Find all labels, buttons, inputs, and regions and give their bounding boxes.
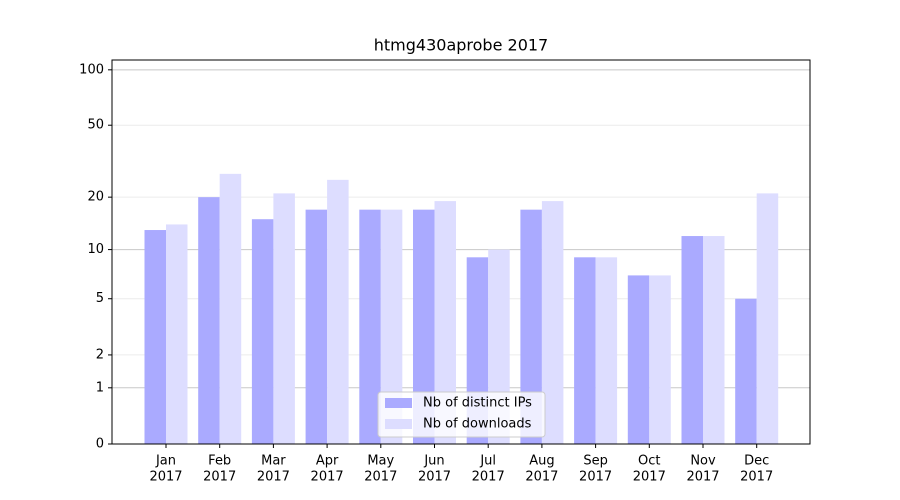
- x-tick-label: 2017: [257, 470, 290, 485]
- legend-swatch: [385, 398, 412, 408]
- bar: [574, 257, 596, 444]
- x-tick-label: May: [367, 454, 394, 469]
- x-tick-label: Apr: [316, 454, 339, 469]
- x-tick-label: Dec: [744, 454, 769, 469]
- y-tick-label: 2: [96, 347, 104, 362]
- bar: [649, 275, 671, 444]
- y-tick-label: 100: [79, 62, 104, 77]
- legend-label: Nb of distinct IPs: [423, 396, 532, 411]
- x-tick-label: 2017: [149, 470, 182, 485]
- bar: [166, 224, 188, 444]
- x-tick-label: 2017: [418, 470, 451, 485]
- x-tick-label: Sep: [583, 454, 608, 469]
- y-tick-label: 1: [96, 380, 104, 395]
- y-tick-label: 0: [96, 437, 104, 452]
- bar: [595, 257, 618, 444]
- x-tick-label: 2017: [579, 470, 612, 485]
- x-tick-label: Oct: [638, 454, 660, 469]
- x-tick-label: Jul: [479, 454, 496, 469]
- x-tick-label: 2017: [472, 470, 505, 485]
- x-tick-label: 2017: [311, 470, 344, 485]
- bar: [703, 236, 725, 444]
- x-tick-label: Mar: [261, 454, 286, 469]
- bar: [380, 209, 403, 444]
- bar: [359, 209, 381, 444]
- y-tick-label: 5: [96, 291, 104, 306]
- bar: [756, 193, 779, 444]
- legend-box: [377, 391, 546, 438]
- x-tick-label: 2017: [686, 470, 719, 485]
- legend-label: Nb of downloads: [423, 417, 532, 432]
- x-tick-label: 2017: [525, 470, 558, 485]
- bar: [541, 201, 564, 444]
- x-tick-label: 2017: [740, 470, 773, 485]
- x-tick-label: 2017: [364, 470, 397, 485]
- bar: [219, 173, 242, 444]
- x-tick-label: Feb: [208, 454, 231, 469]
- y-tick-label: 50: [87, 118, 104, 133]
- bar: [413, 209, 435, 444]
- y-tick-label: 10: [87, 242, 104, 257]
- bar: [520, 209, 542, 444]
- plot-frame: [111, 59, 811, 445]
- bar: [627, 275, 650, 444]
- x-tick-label: Jun: [423, 454, 444, 469]
- bar: [144, 230, 166, 444]
- x-tick-label: 2017: [633, 470, 666, 485]
- y-tick-label: 20: [87, 190, 104, 205]
- bar: [198, 197, 220, 444]
- x-tick-label: Jan: [155, 454, 176, 469]
- bar: [273, 193, 295, 444]
- bar: [681, 236, 703, 444]
- bar: [251, 219, 274, 444]
- x-tick-label: 2017: [203, 470, 236, 485]
- chart-title: htmg430aprobe 2017: [374, 36, 548, 55]
- bar: [434, 201, 456, 444]
- x-tick-label: Aug: [529, 454, 554, 469]
- x-tick-label: Nov: [690, 454, 716, 469]
- bar: [305, 209, 328, 444]
- legend-swatch: [385, 419, 412, 429]
- bar: [735, 298, 757, 444]
- bar: [327, 179, 349, 445]
